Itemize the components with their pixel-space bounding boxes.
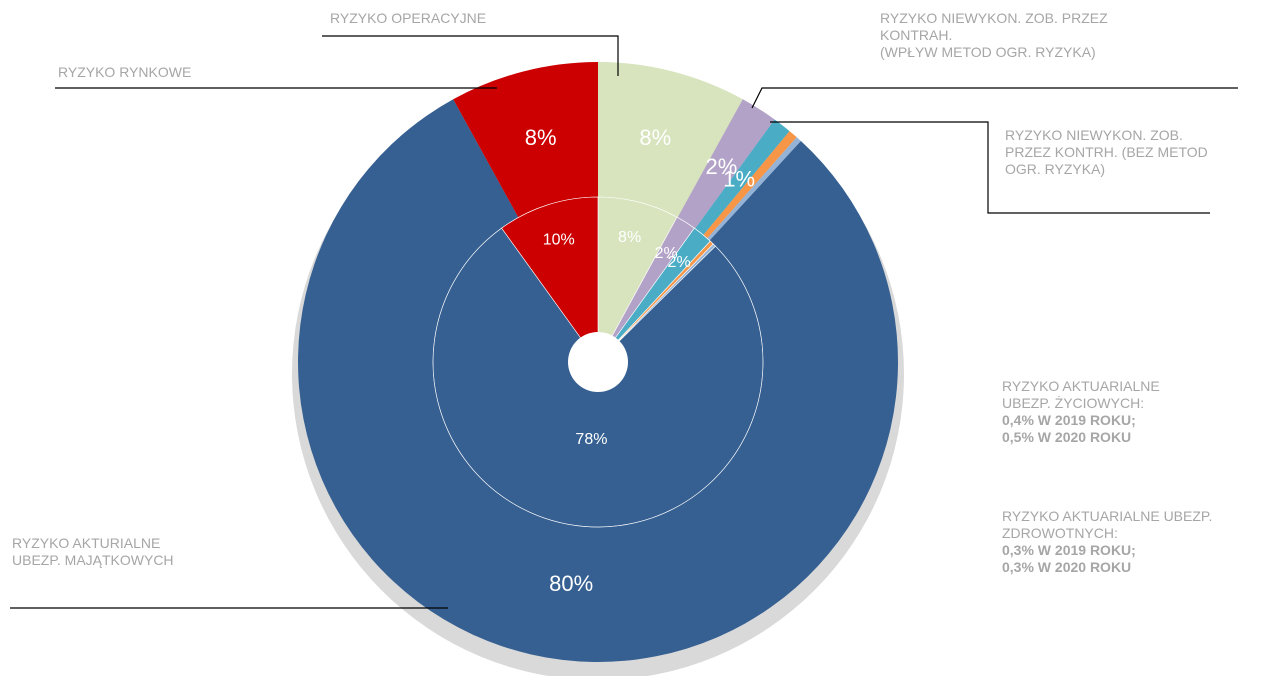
- category-label: RYZYKO RYNKOWE: [58, 64, 192, 80]
- slice: [703, 131, 797, 239]
- ring-divider: [432, 196, 764, 528]
- category-label: RYZYKO OPERACYJNE: [330, 10, 487, 26]
- value-label: 78%: [575, 431, 607, 448]
- leader-line: [322, 35, 619, 76]
- category-label: RYZYKO AKTURIALNE UBEZP. MAJĄTKOWYCH: [12, 535, 174, 568]
- annotation: 0,3% W 2019 ROKU;: [1002, 542, 1136, 558]
- value-label: 2%: [668, 254, 691, 271]
- value-label: 2%: [706, 154, 738, 179]
- center-hole: [568, 332, 628, 392]
- slice: [297, 99, 898, 662]
- value-label: 8%: [639, 125, 671, 150]
- category-label: RYZYKO AKTUARIALNE UBEZP. ZDROWOTNYCH:: [1002, 508, 1213, 541]
- annotation: 0,3% W 2020 ROKU: [1002, 559, 1132, 575]
- value-label: 2%: [655, 245, 678, 262]
- slice: [598, 62, 743, 218]
- annotation: 0,4% W 2019 ROKU;: [1002, 412, 1136, 428]
- category-label: RYZYKO NIEWYKON. ZOB. PRZEZ KONTRH. (BEZ…: [1005, 127, 1208, 177]
- value-label: 8%: [618, 229, 641, 246]
- slice: [677, 99, 775, 229]
- slice: [453, 62, 598, 218]
- category-label: RYZYKO NIEWYKON. ZOB. PRZEZ KONTRAH. (WP…: [880, 10, 1108, 60]
- leader-line: [751, 87, 1238, 109]
- value-label: 1%: [723, 166, 755, 191]
- value-label: 80%: [549, 571, 593, 596]
- slice: [695, 119, 790, 236]
- annotation: 0,5% W 2020 ROKU: [1002, 429, 1132, 445]
- slice: [707, 137, 801, 241]
- leader-line: [770, 121, 1210, 214]
- leader-lines: [10, 35, 1238, 609]
- value-label: 10%: [543, 231, 575, 248]
- value-label: 8%: [525, 125, 557, 150]
- category-label: RYZYKO AKTUARIALNE UBEZP. ŻYCIOWYCH:: [1002, 378, 1160, 411]
